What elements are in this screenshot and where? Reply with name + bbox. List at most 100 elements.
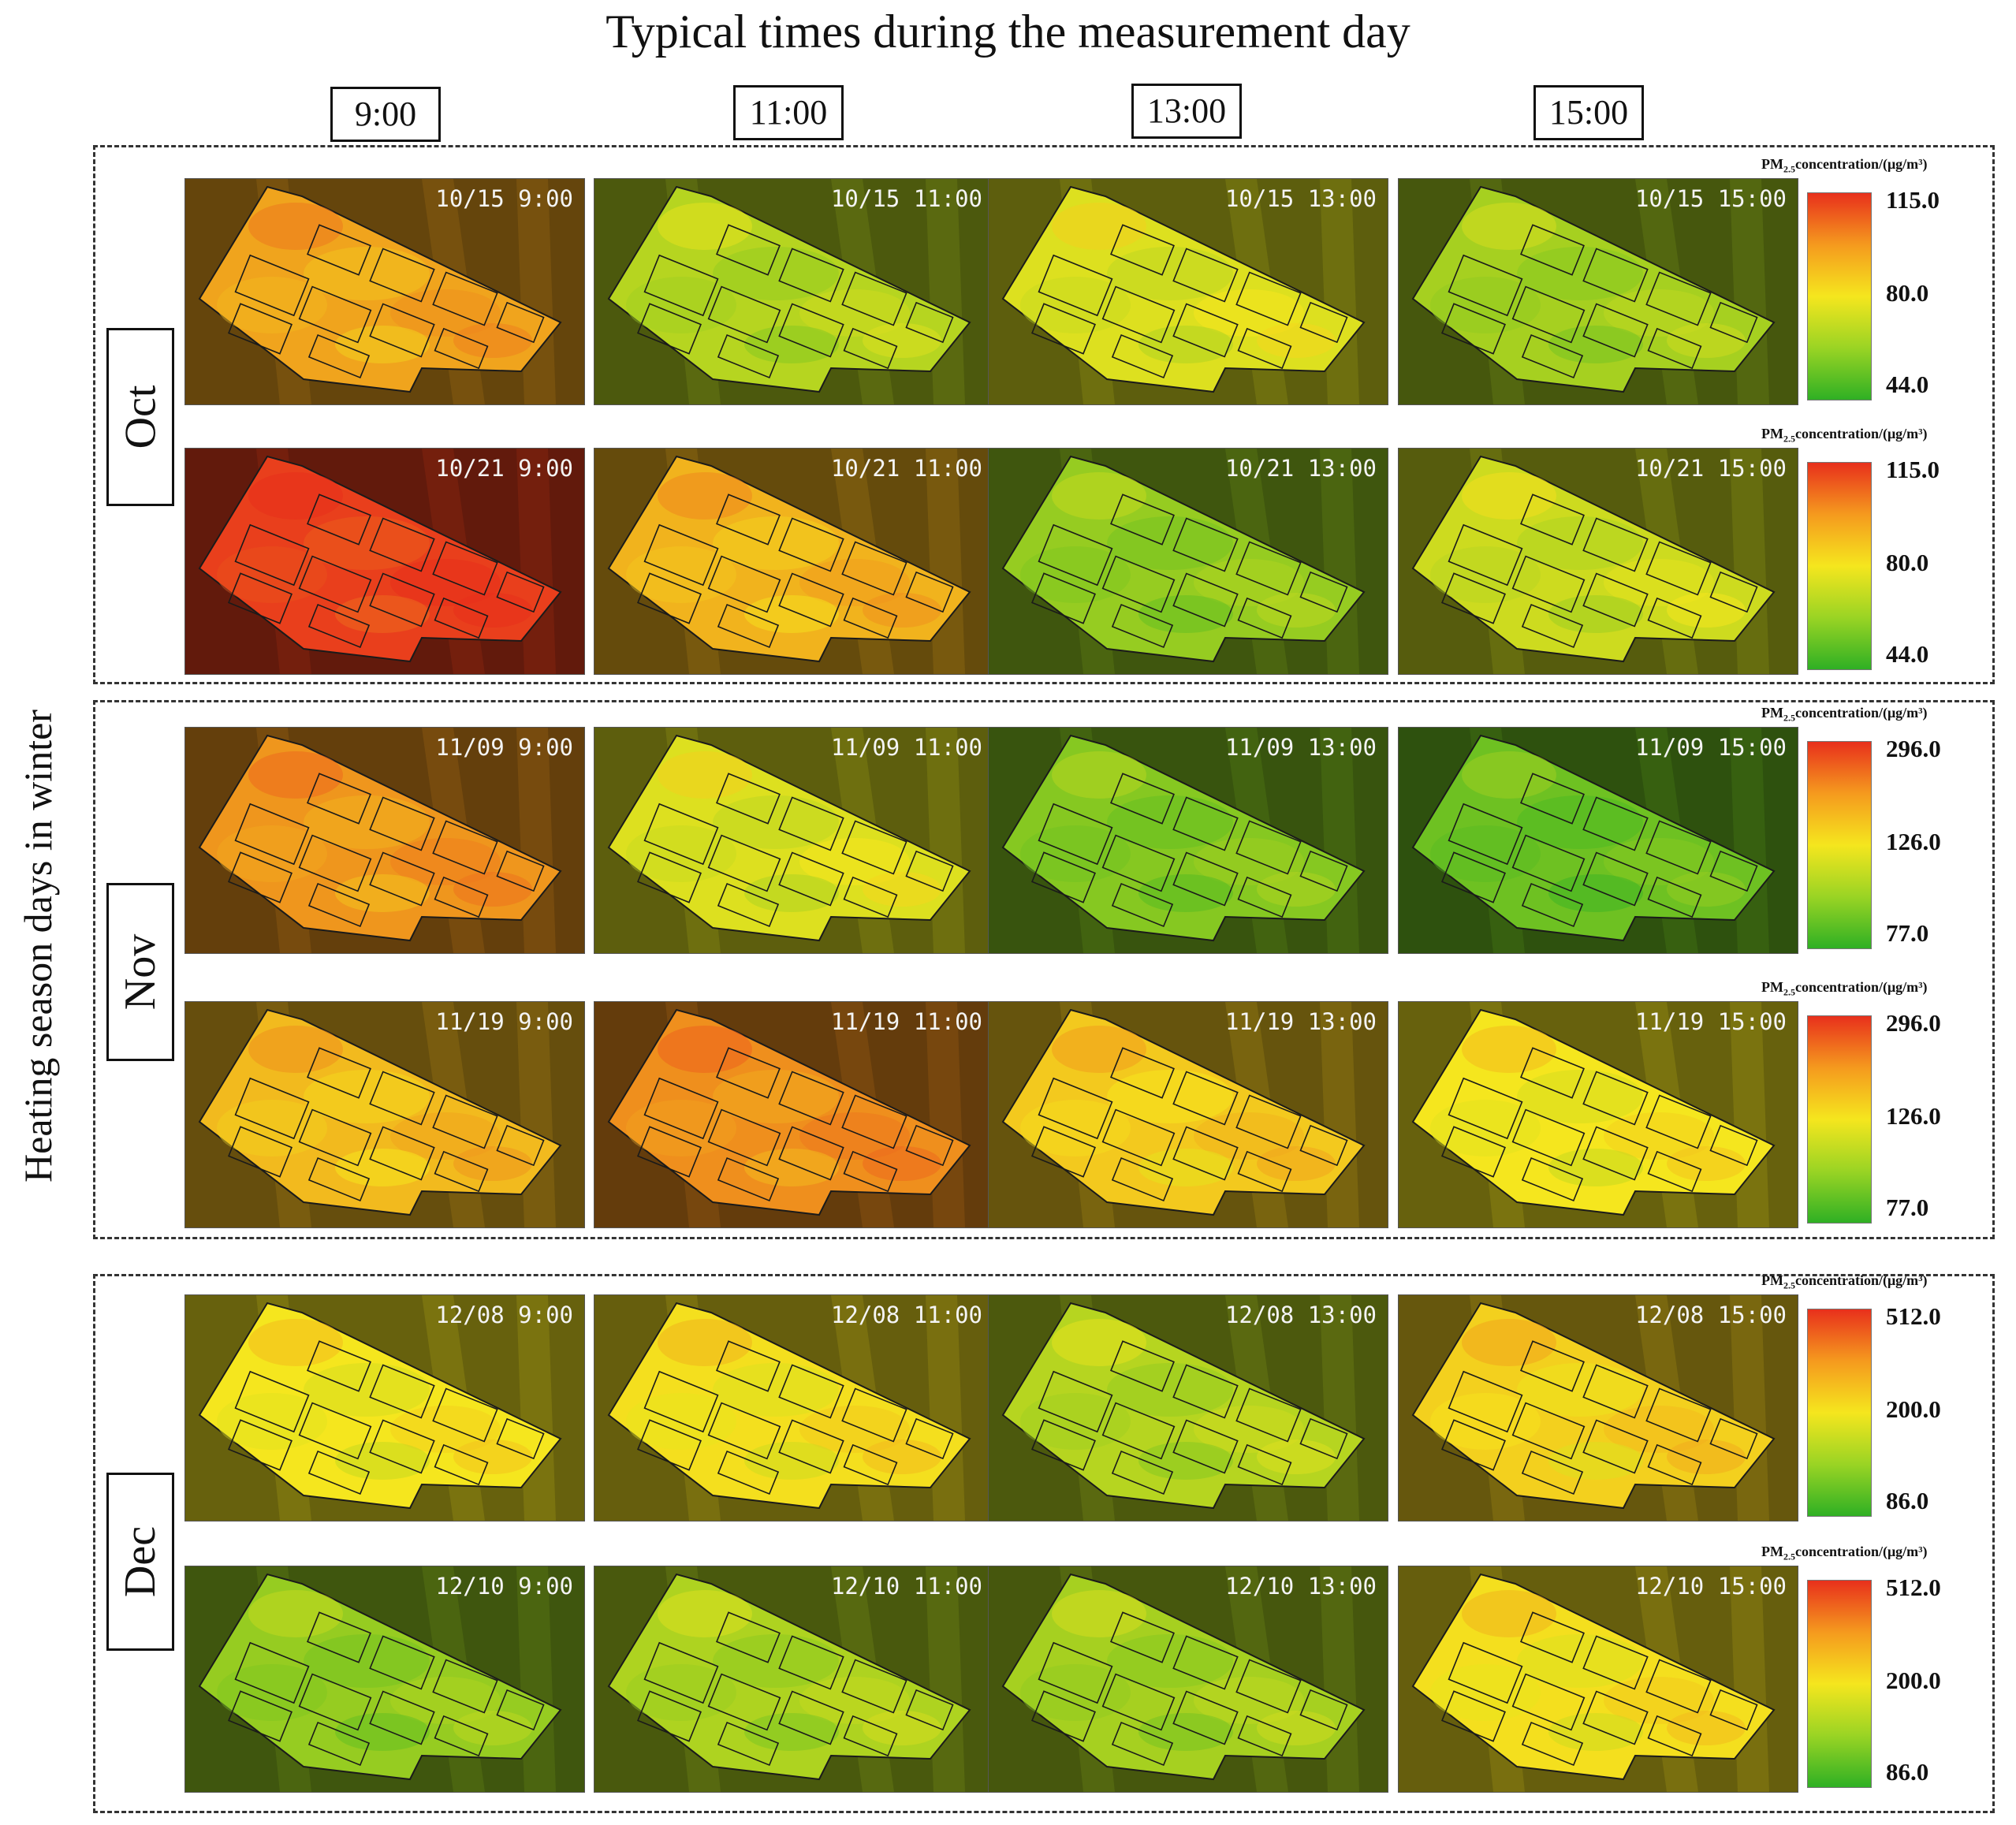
legend-tick-max: 115.0 [1886,456,1940,483]
legend-tick-mid: 80.0 [1886,549,1929,576]
legend-tick-max: 512.0 [1886,1302,1941,1330]
map-panel-oct-1-2: 10/21 13:00 [988,448,1388,675]
panel-timestamp: 12/10 11:00 [830,1573,982,1600]
legend-tick-max: 296.0 [1886,735,1941,762]
legend-tick-min: 44.0 [1886,371,1929,398]
month-label-dec: Dec [106,1473,174,1651]
concentration-map [989,1295,1388,1521]
panel-timestamp: 11/19 9:00 [435,1008,573,1035]
concentration-map [989,449,1388,674]
concentration-map [1399,1295,1798,1521]
legend-tick-min: 44.0 [1886,640,1929,668]
concentration-map [989,1566,1388,1792]
panel-timestamp: 12/08 9:00 [435,1302,573,1328]
panel-timestamp: 10/15 11:00 [830,185,982,212]
legend-tick-mid: 200.0 [1886,1667,1941,1694]
map-panel-oct-1-3: 10/21 15:00 [1398,448,1798,675]
legend-title: PM2.5concentration/(μg/m³) [1761,1544,1928,1562]
color-scale-bar [1807,1015,1872,1223]
concentration-map [1399,1566,1798,1792]
time-header-15: 15:00 [1533,85,1644,140]
map-panel-dec-1-0: 12/10 9:00 [184,1566,585,1793]
color-scale-bar [1807,1580,1872,1788]
concentration-map [594,728,993,953]
map-panel-oct-1-1: 10/21 11:00 [594,448,994,675]
concentration-map [989,1002,1388,1227]
panel-timestamp: 10/15 13:00 [1224,185,1377,212]
map-panel-dec-1-1: 12/10 11:00 [594,1566,994,1793]
panel-timestamp: 12/08 15:00 [1634,1302,1787,1328]
legend-tick-mid: 126.0 [1886,1102,1941,1130]
legend-tick-mid: 200.0 [1886,1395,1941,1423]
group-frame-oct [93,145,1995,684]
map-panel-nov-0-3: 11/09 15:00 [1398,727,1798,954]
legend-tick-min: 77.0 [1886,1194,1929,1221]
side-axis-label: Heating season days in winter [16,710,60,1183]
concentration-map [594,1295,993,1521]
color-scale-bar [1807,462,1872,670]
legend-tick-max: 296.0 [1886,1009,1941,1037]
color-scale-bar [1807,192,1872,400]
panel-timestamp: 11/09 11:00 [830,734,982,761]
panel-timestamp: 10/21 13:00 [1224,455,1377,482]
panel-timestamp: 11/19 13:00 [1224,1008,1377,1035]
map-panel-oct-0-0: 10/15 9:00 [184,178,585,405]
panel-timestamp: 11/09 13:00 [1224,734,1377,761]
legend-tick-mid: 80.0 [1886,279,1929,307]
color-scale-bar [1807,1309,1872,1517]
panel-timestamp: 12/08 11:00 [830,1302,982,1328]
map-panel-nov-1-1: 11/19 11:00 [594,1001,994,1228]
panel-timestamp: 11/19 11:00 [830,1008,982,1035]
panel-timestamp: 11/19 15:00 [1634,1008,1787,1035]
map-panel-oct-1-0: 10/21 9:00 [184,448,585,675]
map-panel-nov-1-2: 11/19 13:00 [988,1001,1388,1228]
panel-timestamp: 10/21 15:00 [1634,455,1787,482]
panel-timestamp: 12/08 13:00 [1224,1302,1377,1328]
panel-timestamp: 12/10 9:00 [435,1573,573,1600]
map-panel-nov-1-0: 11/19 9:00 [184,1001,585,1228]
concentration-map [185,449,584,674]
concentration-map [185,1566,584,1792]
concentration-map [594,449,993,674]
time-header-9: 9:00 [330,87,441,142]
concentration-map [989,728,1388,953]
legend-tick-mid: 126.0 [1886,828,1941,855]
panel-timestamp: 12/10 13:00 [1224,1573,1377,1600]
color-scale-bar [1807,741,1872,949]
map-panel-dec-0-1: 12/08 11:00 [594,1294,994,1521]
legend-tick-min: 86.0 [1886,1758,1929,1786]
concentration-map [1399,449,1798,674]
group-frame-dec [93,1274,1995,1813]
concentration-map [185,1295,584,1521]
time-header-13: 13:00 [1131,84,1242,139]
legend-tick-min: 86.0 [1886,1487,1929,1514]
group-frame-nov [93,700,1995,1239]
map-panel-dec-0-0: 12/08 9:00 [184,1294,585,1521]
month-label-nov: Nov [106,883,174,1061]
concentration-map [1399,728,1798,953]
concentration-map [1399,179,1798,404]
time-header-11: 11:00 [733,85,844,140]
map-panel-dec-1-3: 12/10 15:00 [1398,1566,1798,1793]
legend-title: PM2.5concentration/(μg/m³) [1761,705,1928,724]
concentration-map [989,179,1388,404]
concentration-map [185,728,584,953]
legend-title: PM2.5concentration/(μg/m³) [1761,979,1928,998]
map-panel-dec-0-3: 12/08 15:00 [1398,1294,1798,1521]
map-panel-nov-0-0: 11/09 9:00 [184,727,585,954]
map-panel-dec-0-2: 12/08 13:00 [988,1294,1388,1521]
map-panel-dec-1-2: 12/10 13:00 [988,1566,1388,1793]
panel-timestamp: 10/21 9:00 [435,455,573,482]
legend-title: PM2.5concentration/(μg/m³) [1761,1272,1928,1291]
legend-tick-max: 512.0 [1886,1574,1941,1601]
figure-title: Typical times during the measurement day [606,6,1410,58]
panel-timestamp: 10/15 15:00 [1634,185,1787,212]
map-panel-nov-1-3: 11/19 15:00 [1398,1001,1798,1228]
legend-title: PM2.5concentration/(μg/m³) [1761,426,1928,445]
legend-tick-max: 115.0 [1886,186,1940,214]
concentration-map [185,179,584,404]
month-label-oct: Oct [106,328,174,506]
legend-title: PM2.5concentration/(μg/m³) [1761,156,1928,175]
legend-tick-min: 77.0 [1886,919,1929,947]
